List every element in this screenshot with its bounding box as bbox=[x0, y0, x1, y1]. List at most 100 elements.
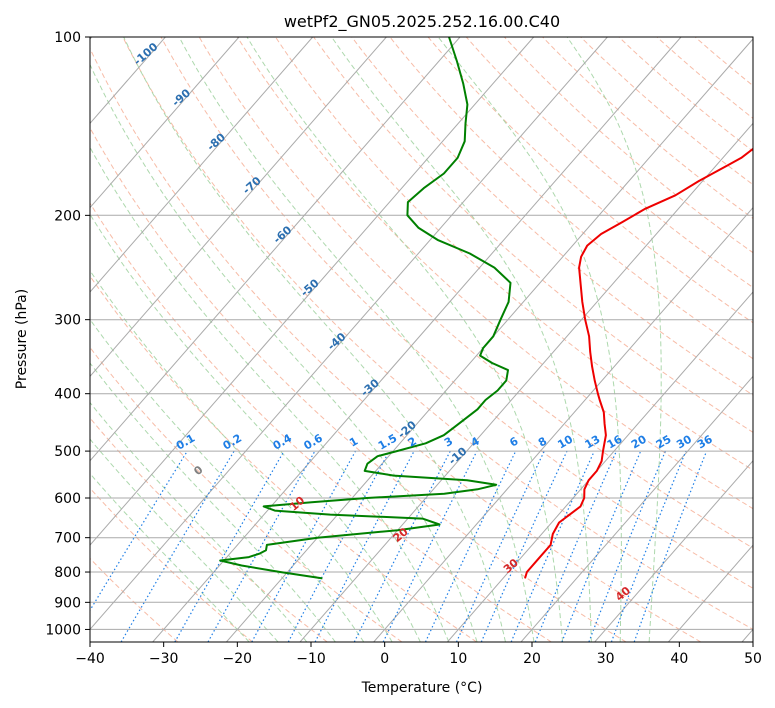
dry-adiabat bbox=[90, 47, 702, 642]
mixing-ratio-line bbox=[455, 450, 545, 642]
isotherm-annotation: -60 bbox=[271, 223, 295, 246]
y-tick-label: 100 bbox=[54, 30, 81, 46]
mixing-ratio-label: 10 bbox=[555, 432, 575, 451]
isotherm-line bbox=[520, 375, 753, 642]
mixing-ratio-label: 20 bbox=[629, 432, 649, 451]
mixing-ratio-line bbox=[120, 450, 235, 642]
axis-ticks: −40 −30 −20 −10 0 10 20 30 40 5010020030040050060… bbox=[45, 30, 762, 667]
isotherm-line bbox=[90, 37, 314, 293]
dry-adiabat bbox=[160, 37, 753, 589]
x-axis-label: Temperature (°C) bbox=[361, 680, 483, 696]
mixing-ratio-label: 25 bbox=[654, 433, 674, 452]
chart-title: wetPf2_GN05.2025.252.16.00.C40 bbox=[284, 12, 560, 32]
y-tick-label: 500 bbox=[54, 444, 81, 460]
dry-adiabat bbox=[313, 37, 753, 433]
mixing-ratio-line bbox=[561, 450, 642, 642]
moist-adiabat bbox=[566, 37, 662, 642]
temperature-profile bbox=[524, 147, 753, 579]
moist-adiabat bbox=[90, 438, 279, 642]
y-tick-label: 800 bbox=[54, 565, 81, 581]
y-tick-label: 700 bbox=[54, 531, 81, 547]
dry-adiabat bbox=[465, 37, 753, 289]
isotherm-line bbox=[668, 544, 753, 642]
moist-adiabat bbox=[90, 318, 365, 642]
y-tick-label: 1000 bbox=[45, 622, 81, 638]
mixing-ratio-label: 6 bbox=[507, 434, 520, 449]
moist-adiabat bbox=[331, 37, 592, 642]
mixing-ratio-line bbox=[510, 450, 595, 642]
mixing-ratio-label: 1.5 bbox=[376, 432, 399, 453]
isotherm-line bbox=[90, 37, 461, 462]
isotherm-line bbox=[594, 459, 753, 642]
x-tick-label: −10 bbox=[296, 651, 326, 667]
dry-adiabat bbox=[198, 37, 753, 549]
x-tick-label: −30 bbox=[149, 651, 179, 667]
moist-adiabat bbox=[90, 269, 393, 642]
y-tick-label: 600 bbox=[54, 491, 81, 507]
mixing-ratio-label: 3 bbox=[442, 435, 455, 450]
dry-adiabat bbox=[351, 37, 753, 396]
isotherm-annotation: -100 bbox=[131, 40, 161, 68]
background-lines bbox=[90, 37, 753, 642]
mixing-ratio-line bbox=[610, 450, 687, 642]
mixing-ratio-label: 1 bbox=[347, 435, 360, 450]
moist-adiabat bbox=[437, 37, 622, 642]
mixing-ratio-label: 0.2 bbox=[221, 432, 244, 453]
isotherm-line bbox=[152, 37, 682, 642]
moist-adiabat bbox=[90, 63, 478, 642]
mixing-ratio-line bbox=[588, 450, 666, 642]
mixing-ratio-line bbox=[251, 450, 357, 642]
x-tick-label: −40 bbox=[75, 651, 105, 667]
dry-adiabat bbox=[90, 417, 328, 642]
mixing-ratio-line bbox=[90, 450, 188, 612]
dry-adiabat bbox=[694, 37, 753, 87]
isotherm-line bbox=[90, 37, 608, 631]
dry-adiabat bbox=[90, 126, 627, 642]
moist-adiabat bbox=[178, 37, 535, 642]
isotherm-annotation: -80 bbox=[205, 130, 229, 153]
isotherm-line bbox=[741, 628, 753, 642]
dry-adiabat bbox=[389, 37, 753, 360]
mixing-ratio-line bbox=[534, 450, 617, 642]
isotherm-annotation: -50 bbox=[298, 276, 322, 299]
mixing-ratio-label: 8 bbox=[536, 435, 549, 450]
x-tick-label: 40 bbox=[670, 651, 688, 667]
moist-adiabat bbox=[90, 401, 308, 642]
isotherm-line bbox=[90, 37, 240, 209]
y-tick-label: 900 bbox=[54, 595, 81, 611]
mixing-ratio-label: 30 bbox=[674, 432, 694, 451]
mixing-ratio-label: 13 bbox=[583, 433, 603, 452]
mixing-ratio-label: 0.6 bbox=[301, 431, 325, 452]
mixing-ratio-line bbox=[207, 450, 316, 642]
dry-adiabat bbox=[122, 37, 753, 630]
y-tick-label: 400 bbox=[54, 387, 81, 403]
moist-adiabat bbox=[246, 37, 564, 642]
mixing-ratio-line bbox=[633, 450, 708, 642]
isotherm-line bbox=[373, 206, 753, 642]
dry-adiabat bbox=[90, 346, 403, 642]
moist-adiabat bbox=[123, 37, 506, 642]
x-tick-label: 50 bbox=[744, 651, 762, 667]
isotherm-line bbox=[299, 122, 753, 642]
mixing-ratio-label: 36 bbox=[695, 432, 715, 451]
dry-adiabat bbox=[236, 37, 753, 510]
y-axis-label: Pressure (hPa) bbox=[14, 289, 30, 389]
y-tick-label: 300 bbox=[54, 313, 81, 329]
pressure-gridlines bbox=[90, 37, 753, 630]
isotherm-annotation: -30 bbox=[358, 376, 382, 399]
x-tick-label: −20 bbox=[223, 651, 253, 667]
dry-adiabat bbox=[618, 37, 753, 152]
dry-adiabat bbox=[427, 37, 753, 324]
moist-adiabat bbox=[90, 213, 421, 642]
dewpoint-profile bbox=[219, 37, 512, 580]
x-tick-label: 20 bbox=[523, 651, 541, 667]
moist-adiabat bbox=[90, 146, 450, 642]
isotherm-line bbox=[90, 37, 535, 546]
dry-adiabat bbox=[90, 275, 477, 642]
mixing-ratio-line bbox=[174, 450, 285, 642]
y-tick-label: 200 bbox=[54, 208, 81, 224]
profile-series bbox=[219, 37, 753, 580]
x-tick-label: 10 bbox=[449, 651, 467, 667]
mixing-ratio-line bbox=[382, 450, 478, 642]
